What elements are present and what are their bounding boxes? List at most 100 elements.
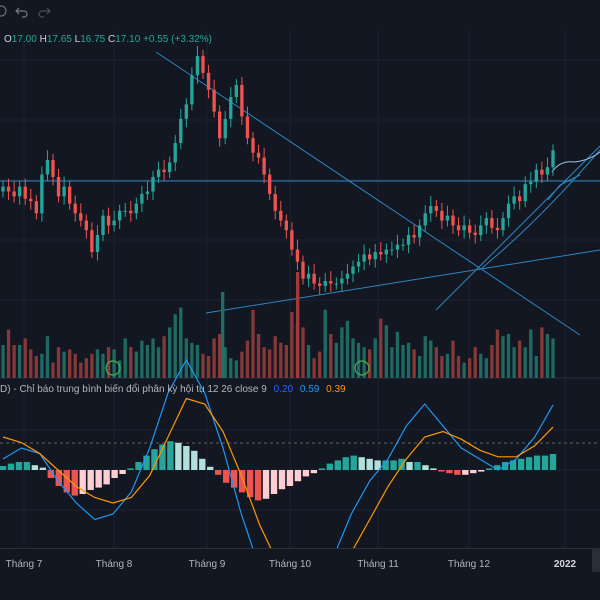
volume-bar bbox=[323, 309, 327, 378]
macd-histogram-bar bbox=[47, 470, 55, 478]
volume-bar bbox=[251, 309, 255, 378]
candle-body bbox=[356, 261, 361, 267]
candle-body bbox=[179, 118, 183, 144]
volume-bar bbox=[256, 334, 261, 378]
price-chart-area[interactable] bbox=[0, 0, 600, 548]
candle-body bbox=[1, 186, 5, 192]
macd-histogram-bar bbox=[0, 466, 7, 470]
candle-body bbox=[523, 184, 527, 202]
candle-body bbox=[34, 201, 38, 214]
volume-bar bbox=[334, 342, 338, 378]
volume-bar bbox=[56, 347, 61, 378]
macd-histogram-bar bbox=[175, 442, 182, 470]
volume-bar bbox=[262, 347, 266, 378]
volume-bar bbox=[506, 334, 511, 378]
volume-bar bbox=[90, 353, 94, 378]
macd-histogram-bar bbox=[398, 458, 405, 470]
volume-bar bbox=[1, 345, 5, 378]
candle-body bbox=[62, 186, 66, 197]
candle-body bbox=[123, 210, 127, 212]
macd-legend[interactable]: D) - Chỉ báo trung bình biến đổi phân kỳ… bbox=[0, 384, 346, 395]
volume-bar bbox=[423, 336, 427, 378]
volume-bar bbox=[129, 347, 133, 378]
volume-bar bbox=[162, 336, 166, 378]
x-tick-label: Tháng 8 bbox=[95, 559, 133, 570]
volume-bar bbox=[206, 356, 211, 378]
candle-body bbox=[373, 252, 377, 260]
candle-body bbox=[551, 150, 555, 168]
volume-bar bbox=[445, 353, 450, 378]
macd-histogram-bar bbox=[39, 467, 47, 470]
macd-histogram-bar bbox=[63, 470, 70, 493]
candle-body bbox=[240, 84, 244, 117]
candle-body bbox=[218, 111, 222, 139]
trendline bbox=[205, 249, 600, 314]
candle-body bbox=[529, 181, 533, 185]
volume-bar bbox=[101, 353, 105, 378]
macd-histogram-bar bbox=[167, 441, 174, 470]
redo-icon[interactable] bbox=[34, 4, 54, 22]
candle-body bbox=[112, 220, 116, 226]
volume-bar bbox=[418, 356, 422, 378]
candle-body bbox=[312, 273, 316, 284]
candle-body bbox=[390, 249, 394, 251]
volume-bar bbox=[462, 362, 466, 378]
candle-body bbox=[540, 169, 544, 175]
candle-body bbox=[56, 176, 61, 197]
time-axis[interactable]: Tháng 7 Tháng 8 Tháng 9 Tháng 10 Tháng 1… bbox=[0, 548, 600, 600]
undo-icon[interactable] bbox=[12, 4, 32, 22]
volume-bar bbox=[290, 312, 294, 378]
candle-body bbox=[234, 84, 238, 98]
signal-line bbox=[2, 397, 554, 548]
candle-body bbox=[490, 218, 494, 228]
volume-bar bbox=[156, 347, 161, 378]
candle-body bbox=[156, 169, 161, 177]
axis-corner bbox=[592, 548, 600, 572]
macd-histogram-bar bbox=[7, 463, 15, 470]
volume-bar bbox=[234, 360, 238, 378]
candle-body bbox=[206, 72, 211, 90]
volume-bar bbox=[68, 349, 72, 378]
settings-icon[interactable] bbox=[0, 4, 16, 22]
macd-histogram-bar bbox=[103, 470, 110, 485]
macd-histogram-bar bbox=[382, 460, 389, 470]
candle-body bbox=[268, 174, 272, 194]
candle-body bbox=[134, 203, 138, 214]
macd-histogram-bar bbox=[486, 468, 493, 470]
macd-histogram-bar bbox=[143, 455, 150, 470]
candle-body bbox=[501, 218, 505, 231]
candle-body bbox=[201, 55, 205, 73]
candle-body bbox=[379, 252, 383, 255]
candle-body bbox=[295, 249, 300, 262]
volume-bar bbox=[40, 353, 44, 378]
volume-bar bbox=[501, 336, 505, 378]
volume-bar bbox=[45, 336, 50, 378]
candle-body bbox=[229, 97, 233, 119]
volume-bar bbox=[273, 336, 277, 378]
macd-histogram-bar bbox=[358, 457, 365, 470]
candle-body bbox=[145, 191, 150, 194]
volume-bar bbox=[351, 338, 355, 378]
macd-histogram-bar bbox=[127, 468, 134, 470]
volume-bar bbox=[245, 340, 250, 378]
macd-histogram-bar bbox=[223, 470, 230, 483]
volume-bar bbox=[79, 362, 83, 378]
candle-body bbox=[129, 210, 133, 214]
candle-body bbox=[195, 55, 200, 76]
volume-bar bbox=[51, 362, 55, 378]
candle-body bbox=[323, 281, 327, 286]
x-tick-label: Tháng 9 bbox=[188, 559, 226, 570]
volume-bar bbox=[473, 347, 477, 378]
candle-body bbox=[506, 203, 511, 219]
volume-bar bbox=[23, 338, 27, 378]
candle-body bbox=[29, 198, 33, 202]
candle-body bbox=[101, 215, 105, 236]
macd-histogram-bar bbox=[478, 470, 485, 472]
candle-body bbox=[495, 227, 500, 231]
signal-circle bbox=[105, 360, 121, 376]
volume-bar bbox=[112, 349, 116, 378]
macd-histogram-bar bbox=[119, 470, 126, 474]
volume-bar bbox=[523, 347, 527, 378]
macd-title: D) - Chỉ báo trung bình biến đổi phân kỳ… bbox=[0, 384, 267, 395]
candle-body bbox=[512, 196, 516, 204]
